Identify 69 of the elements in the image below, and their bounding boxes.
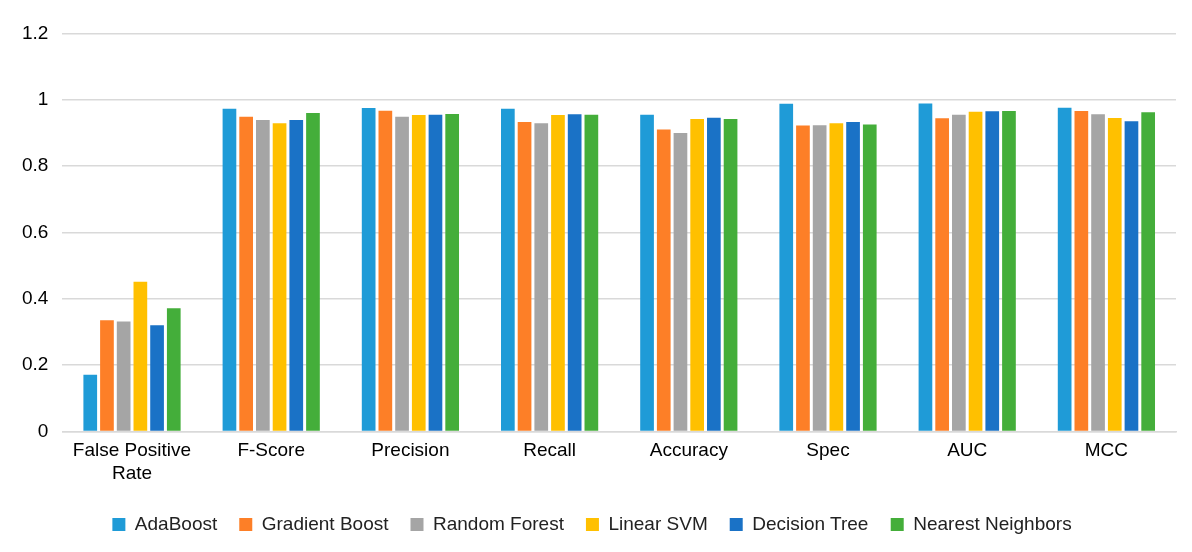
bar (133, 281, 148, 431)
legend-label: AdaBoost (134, 512, 218, 534)
bar (862, 124, 877, 431)
bar (1074, 111, 1089, 431)
x-tick-label: Precision (371, 439, 450, 461)
bar (656, 129, 671, 431)
y-tick-label: 0 (37, 419, 49, 441)
bar (952, 114, 966, 431)
bar (1141, 112, 1156, 431)
bar (918, 103, 933, 431)
bar (1002, 111, 1016, 431)
bar (935, 118, 949, 431)
y-tick-label: 1.2 (21, 21, 49, 43)
bar (673, 132, 688, 431)
x-tick-label: F-Score (237, 439, 305, 461)
x-tick-label: Recall (523, 439, 577, 461)
legend-label: Nearest Neighbors (913, 512, 1072, 534)
y-tick-label: 0.2 (21, 353, 49, 375)
bar (1107, 117, 1122, 431)
x-tick-label: MCC (1084, 439, 1129, 461)
bar (829, 123, 844, 431)
y-tick-label: 1 (37, 87, 49, 109)
legend-label: Decision Tree (752, 512, 869, 534)
bar (256, 119, 270, 431)
legend-label: Random Forest (433, 512, 565, 534)
x-tick-label: False Positive Rate (72, 439, 192, 483)
bar (411, 114, 426, 431)
bar (779, 103, 794, 431)
bar (534, 123, 549, 431)
x-tick-label: Accuracy (649, 439, 729, 461)
bar (306, 113, 320, 431)
x-tick-label: Spec (806, 439, 850, 461)
bar (378, 110, 393, 431)
y-tick-label: 0.8 (21, 154, 49, 176)
x-tick-label: AUC (947, 439, 988, 461)
bar (517, 121, 532, 431)
bar (723, 118, 738, 431)
bar (150, 325, 164, 431)
bar (239, 116, 253, 431)
bar (567, 114, 582, 431)
bar (846, 121, 860, 431)
bar (551, 114, 565, 431)
bar (428, 114, 443, 431)
bar (445, 114, 460, 431)
bar (100, 320, 114, 431)
bar (985, 111, 1000, 431)
bar (83, 374, 98, 431)
bar (272, 123, 287, 431)
bar (361, 108, 376, 431)
bar (1091, 114, 1105, 431)
legend-label: Linear SVM (608, 512, 708, 534)
bar (289, 119, 304, 431)
bar (640, 114, 654, 431)
bar (584, 114, 599, 431)
bar (395, 116, 409, 431)
bar (1057, 107, 1072, 431)
bar (501, 108, 515, 431)
bar (222, 108, 237, 431)
y-tick-label: 0.6 (21, 220, 49, 242)
bar (1124, 121, 1139, 431)
bar (166, 308, 181, 431)
bar (968, 111, 983, 431)
bar (116, 321, 131, 431)
y-tick-label: 0.4 (21, 286, 49, 308)
legend-label: Gradient Boost (261, 512, 390, 534)
bar (812, 125, 827, 431)
bar (707, 117, 721, 431)
bar (690, 118, 705, 431)
bar (796, 125, 810, 431)
